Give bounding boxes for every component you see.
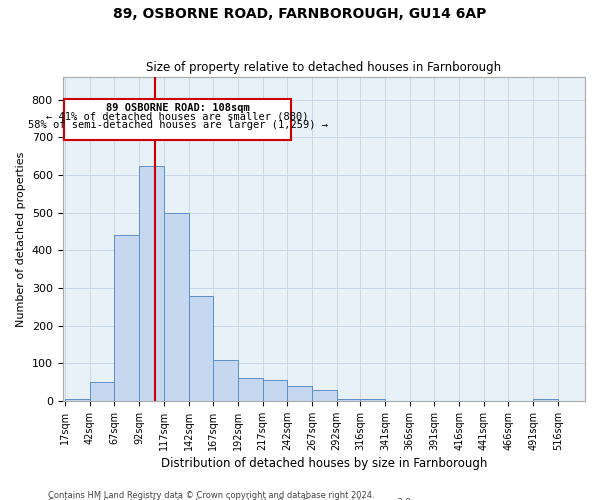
- Bar: [287, 386, 312, 401]
- Text: 89 OSBORNE ROAD: 108sqm: 89 OSBORNE ROAD: 108sqm: [106, 103, 250, 113]
- Title: Size of property relative to detached houses in Farnborough: Size of property relative to detached ho…: [146, 62, 502, 74]
- Bar: [65, 399, 90, 401]
- Text: ← 41% of detached houses are smaller (880): ← 41% of detached houses are smaller (88…: [46, 112, 309, 122]
- Bar: [164, 212, 188, 401]
- Text: 89, OSBORNE ROAD, FARNBOROUGH, GU14 6AP: 89, OSBORNE ROAD, FARNBOROUGH, GU14 6AP: [113, 8, 487, 22]
- Bar: [64, 100, 291, 140]
- Bar: [337, 399, 361, 401]
- Text: Contains public sector information licensed under the Open Government Licence v3: Contains public sector information licen…: [48, 498, 413, 500]
- Bar: [263, 380, 287, 401]
- Bar: [361, 399, 385, 401]
- Bar: [213, 360, 238, 401]
- Bar: [188, 296, 213, 401]
- X-axis label: Distribution of detached houses by size in Farnborough: Distribution of detached houses by size …: [161, 457, 487, 470]
- Text: Contains HM Land Registry data © Crown copyright and database right 2024.: Contains HM Land Registry data © Crown c…: [48, 490, 374, 500]
- Bar: [90, 382, 115, 401]
- Bar: [238, 378, 263, 401]
- Bar: [115, 235, 139, 401]
- Bar: [139, 166, 164, 401]
- Bar: [312, 390, 337, 401]
- Bar: [533, 399, 558, 401]
- Text: 58% of semi-detached houses are larger (1,259) →: 58% of semi-detached houses are larger (…: [28, 120, 328, 130]
- Y-axis label: Number of detached properties: Number of detached properties: [16, 152, 26, 326]
